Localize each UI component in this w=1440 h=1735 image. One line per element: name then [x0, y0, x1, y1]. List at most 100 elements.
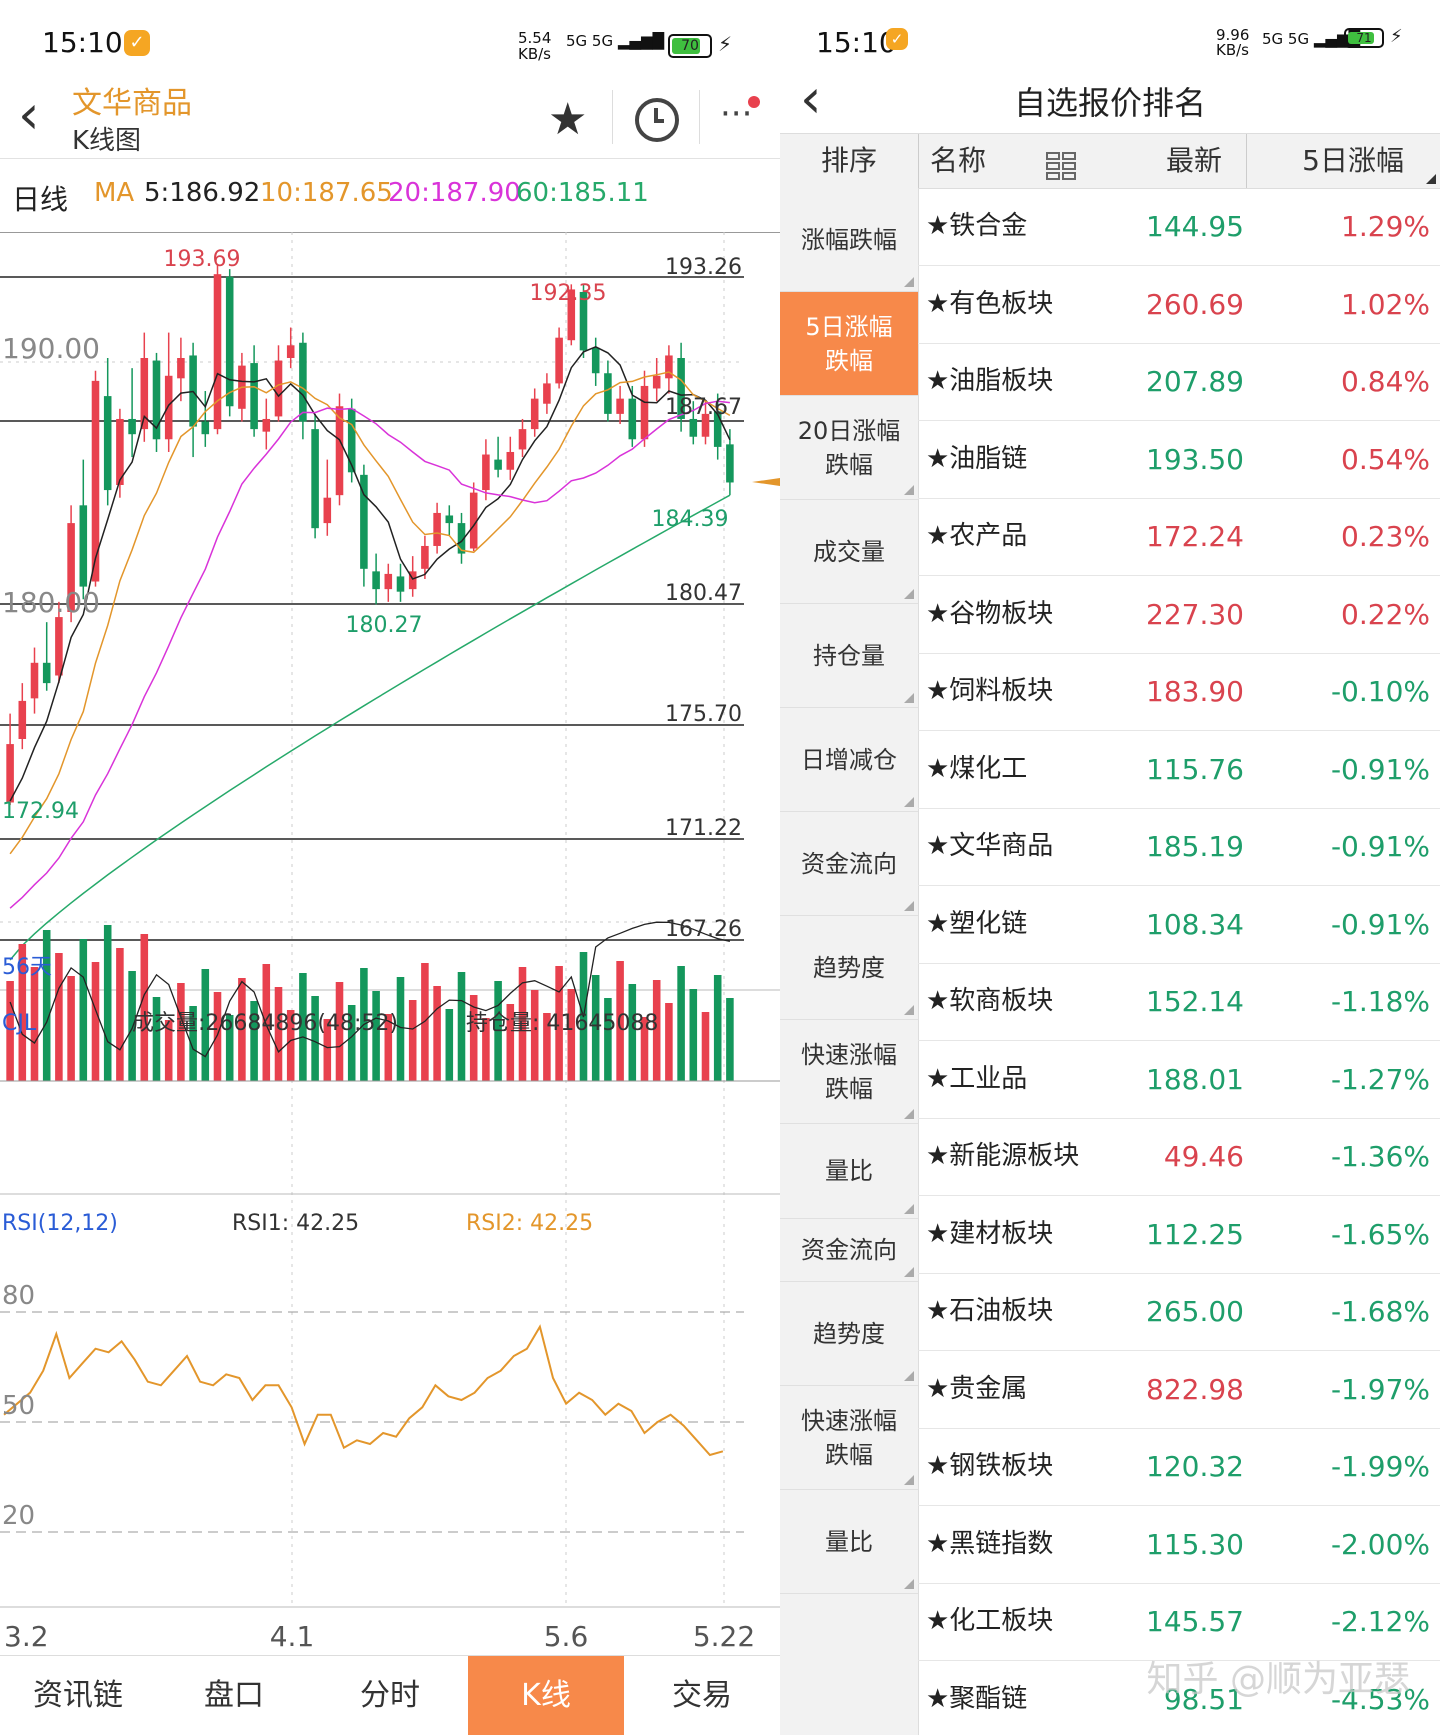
volume-bar	[152, 997, 161, 1081]
tab-order-book[interactable]: 盘口	[204, 1678, 264, 1713]
quote-change: -0.91%	[1330, 830, 1430, 863]
sort-item[interactable]: 成交量	[780, 500, 918, 604]
quote-change: -2.12%	[1330, 1605, 1430, 1638]
volume-bar	[225, 1015, 234, 1081]
sort-corner-icon	[904, 1204, 914, 1214]
back-icon[interactable]: ‹	[800, 67, 822, 130]
clock-icon[interactable]	[635, 98, 679, 142]
quote-price: 193.50	[1146, 442, 1244, 476]
quote-row[interactable]: ★建材板块 112.25 -1.65%	[918, 1196, 1440, 1274]
sort-item[interactable]: 趋势度	[780, 916, 918, 1020]
candle-body	[79, 505, 88, 587]
sort-item[interactable]: 20日涨幅跌幅	[780, 396, 918, 500]
quote-row[interactable]: ★谷物板块 227.30 0.22%	[918, 576, 1440, 654]
candle-body	[311, 429, 319, 529]
quote-panel: 15:10 ✓ 9.96 KB/s 5G 5G ▂▄▆█ 71 ⚡ ‹ 自选报价…	[780, 0, 1440, 1735]
quote-name: ★煤化工	[926, 753, 1028, 784]
quote-name: ★贵金属	[926, 1373, 1028, 1404]
candle-body	[396, 576, 405, 592]
candle-body	[628, 398, 637, 440]
quote-row[interactable]: ★塑化链 108.34 -0.91%	[918, 886, 1440, 964]
quote-row[interactable]: ★有色板块 260.69 1.02%	[918, 266, 1440, 344]
quote-name: ★软商板块	[926, 986, 1054, 1016]
divider	[0, 158, 780, 159]
back-icon[interactable]: ‹	[18, 83, 40, 146]
price-axis-180: 180.00	[2, 586, 100, 619]
sort-item-label: 资金流向	[801, 1236, 897, 1264]
col-change[interactable]: 5日涨幅	[1302, 144, 1404, 177]
quote-row[interactable]: ★煤化工 115.76 -0.91%	[918, 731, 1440, 809]
volume-bar	[433, 986, 441, 1081]
volume-bar	[274, 987, 283, 1081]
quote-name: ★饲料板块	[926, 676, 1054, 706]
sort-corner-icon	[904, 589, 914, 599]
sort-item[interactable]: 量比	[780, 1124, 918, 1219]
sort-item[interactable]: 快速涨幅跌幅	[780, 1386, 918, 1490]
quote-row[interactable]: ★铁合金 144.95 1.29%	[918, 188, 1440, 266]
rsi-level-80: 80	[2, 1281, 35, 1311]
volume-bar	[335, 982, 344, 1081]
star-icon[interactable]: ★	[548, 94, 588, 145]
quote-name: ★黑链指数	[926, 1528, 1054, 1559]
candle-body	[555, 337, 563, 384]
quote-change: -1.97%	[1330, 1372, 1430, 1406]
quote-change: -1.27%	[1330, 1062, 1430, 1096]
candle-body	[225, 276, 234, 407]
candle-body	[591, 347, 600, 374]
sort-item[interactable]: 资金流向	[780, 1219, 918, 1282]
candle-body	[457, 523, 466, 554]
volume-bar	[530, 990, 539, 1081]
candle-body	[262, 418, 271, 432]
sort-item[interactable]: 资金流向	[780, 812, 918, 916]
sort-item-label: 成交量	[813, 537, 885, 566]
quote-row[interactable]: ★油脂板块 207.89 0.84%	[918, 343, 1440, 421]
more-icon[interactable]: ···	[720, 94, 753, 134]
quote-row[interactable]: ★软商板块 152.14 -1.18%	[918, 963, 1440, 1041]
tab-kline[interactable]: K线	[468, 1656, 624, 1735]
vol-label: CJL	[2, 1011, 37, 1036]
quote-row[interactable]: ★黑链指数 115.30 -2.00%	[918, 1506, 1440, 1584]
period-label[interactable]: 日线	[12, 183, 69, 216]
sort-item[interactable]: 持仓量	[780, 604, 918, 708]
sort-item[interactable]: 量比	[780, 1490, 918, 1594]
candle-body	[250, 363, 258, 430]
candle-body	[701, 413, 710, 437]
quote-row[interactable]: ★农产品 172.24 0.23%	[918, 498, 1440, 576]
candle-body	[140, 358, 149, 430]
volume-bar	[396, 977, 405, 1081]
candle-body	[6, 744, 14, 803]
ma5-value: 5:186.92	[144, 178, 261, 208]
tab-news-chain[interactable]: 资讯链	[33, 1678, 123, 1713]
candle-body	[384, 573, 393, 590]
candle-body	[274, 360, 283, 417]
sort-item[interactable]: 日增减仓	[780, 708, 918, 812]
kline-chart[interactable]: 190.00 180.00 193.26 187.67 180.47 175.7…	[0, 232, 780, 1655]
quote-row[interactable]: ★饲料板块 183.90 -0.10%	[918, 653, 1440, 731]
quote-row[interactable]: ★石油板块 265.00 -1.68%	[918, 1273, 1440, 1351]
quote-row[interactable]: ★钢铁板块 120.32 -1.99%	[918, 1428, 1440, 1506]
sort-item[interactable]: 5日涨幅跌幅	[780, 292, 918, 396]
quote-row[interactable]: ★聚酯链 98.51 -4.53%	[918, 1661, 1440, 1735]
col-name[interactable]: 名称	[930, 144, 987, 177]
sort-item[interactable]: 趋势度	[780, 1282, 918, 1386]
tab-trade[interactable]: 交易	[672, 1678, 732, 1713]
quote-row[interactable]: ★新能源板块 49.46 -1.36%	[918, 1118, 1440, 1196]
col-divider	[1246, 134, 1247, 188]
ma20-line	[9, 400, 730, 909]
quote-row[interactable]: ★贵金属 822.98 -1.97%	[918, 1351, 1440, 1429]
tab-intraday[interactable]: 分时	[360, 1678, 420, 1713]
battery-icon: 71	[1344, 28, 1384, 48]
sort-item[interactable]: 快速涨幅跌幅	[780, 1020, 918, 1124]
volume-bar	[262, 964, 271, 1081]
col-last[interactable]: 最新	[1165, 144, 1222, 177]
rsi-line	[3, 1324, 724, 1457]
sort-item[interactable]: 涨幅跌幅	[780, 188, 918, 292]
grid-icon[interactable]	[1046, 146, 1076, 180]
quote-row[interactable]: ★工业品 188.01 -1.27%	[918, 1041, 1440, 1119]
quote-row[interactable]: ★文华商品 185.19 -0.91%	[918, 808, 1440, 886]
sort-corner-icon	[904, 797, 914, 807]
candle-body	[286, 345, 295, 358]
quote-row[interactable]: ★油脂链 193.50 0.54%	[918, 421, 1440, 499]
col-sort[interactable]: 排序	[820, 144, 877, 177]
quote-row[interactable]: ★化工板块 145.57 -2.12%	[918, 1583, 1440, 1661]
